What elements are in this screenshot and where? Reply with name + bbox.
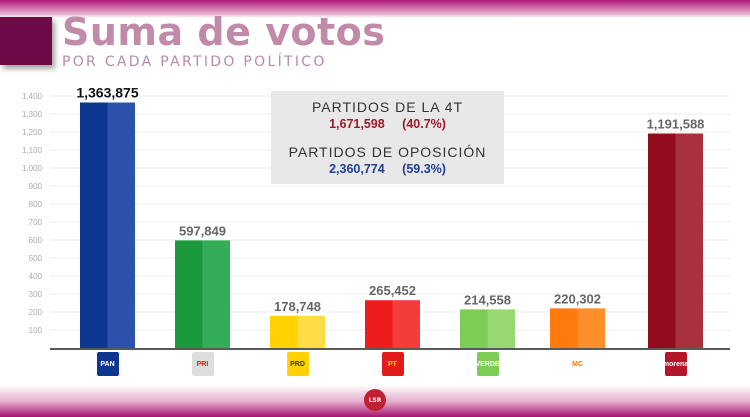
group2-pct: (59.3%) [402, 162, 446, 176]
group2-votes: 2,360,774 [329, 162, 385, 176]
party-logo-mc: MC [566, 352, 589, 376]
bar-prd [270, 315, 298, 348]
party-logo-verde: VERDE [475, 352, 500, 376]
bar-highlight [487, 309, 515, 348]
lsr-logo: LSR [364, 389, 386, 411]
party-logo-prd: PRD [286, 352, 309, 376]
bar-movimiento-ciudadano [550, 308, 578, 348]
bar-verde [460, 309, 488, 348]
party-logo-pan: PAN [96, 352, 119, 376]
data-label: 220,302 [554, 291, 601, 306]
party-logo-pri: PRI [191, 352, 214, 376]
y-tick-label: 500 [29, 254, 43, 263]
y-tick-label: 1,200 [22, 128, 43, 137]
y-tick-label: 400 [29, 272, 43, 281]
bar-highlight [297, 315, 325, 348]
group2-label: PARTIDOS DE OPOSICIÓN [288, 144, 487, 160]
y-tick-label: 200 [29, 308, 43, 317]
data-label: 1,191,588 [647, 117, 705, 132]
bar-highlight [577, 308, 605, 348]
bar-pt [365, 300, 393, 348]
data-label: 265,452 [369, 283, 416, 298]
page-subtitle: POR CADA PARTIDO POLÍTICO [62, 54, 327, 70]
bar-highlight [202, 240, 230, 348]
y-tick-label: 600 [29, 236, 43, 245]
data-label: 597,849 [179, 223, 226, 238]
party-logo-pt: PT [381, 352, 404, 376]
y-tick-label: 100 [29, 326, 43, 335]
y-tick-label: 800 [29, 200, 43, 209]
page-title: Suma de votos [62, 10, 386, 54]
bar-morena [648, 133, 676, 348]
group1-pct: (40.7%) [402, 117, 446, 131]
top-band [0, 0, 750, 18]
data-label: 214,558 [464, 292, 511, 307]
bar-pri [175, 240, 203, 348]
y-tick-label: 1,300 [22, 110, 43, 119]
data-label: 1,363,875 [76, 85, 138, 101]
bar-highlight [107, 102, 135, 348]
y-tick-label: 900 [29, 182, 43, 191]
party-logo-morena: morena [663, 352, 688, 376]
y-tick-label: 300 [29, 290, 43, 299]
y-tick-label: 1,100 [22, 146, 43, 155]
data-label: 178,748 [274, 299, 321, 314]
title-accent-square [0, 17, 52, 65]
summary-box: PARTIDOS DE LA 4T 1,671,598 (40.7%) PART… [271, 91, 504, 184]
bar-pan [80, 102, 108, 348]
y-tick-label: 1,000 [22, 164, 43, 173]
group1-label: PARTIDOS DE LA 4T [311, 99, 464, 115]
y-tick-label: 700 [29, 218, 43, 227]
bar-highlight [392, 300, 420, 348]
bar-highlight [675, 133, 703, 348]
group1-votes: 1,671,598 [329, 117, 385, 131]
y-tick-label: 1,400 [22, 92, 43, 101]
